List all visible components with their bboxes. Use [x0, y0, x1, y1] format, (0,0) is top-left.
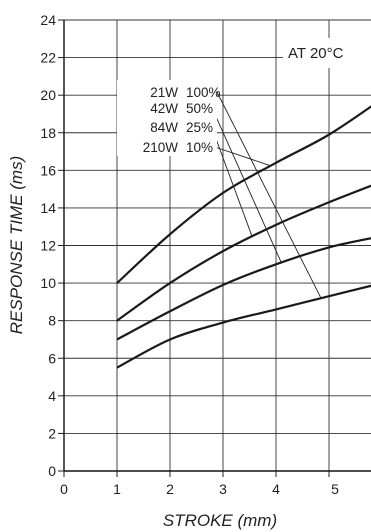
series-line-2	[116, 237, 371, 341]
legend-background	[117, 80, 217, 156]
legend-percent: 25%	[186, 120, 213, 135]
legend-percent: 100%	[186, 85, 221, 100]
y-tick-label: 10	[40, 275, 56, 291]
x-tick-label: 0	[60, 481, 68, 497]
legend-watts: 210W	[143, 140, 179, 155]
legend: 21W 100% 42W 50% 84W 25% 210W 10%	[117, 80, 221, 156]
x-tick-label: 4	[272, 481, 280, 497]
legend-percent: 10%	[186, 140, 213, 155]
legend-percent: 50%	[186, 101, 213, 116]
y-tick-label: 4	[48, 388, 56, 404]
series-line-4	[116, 105, 371, 284]
x-tick-label: 3	[219, 481, 227, 497]
x-tick-label: 5	[331, 481, 339, 497]
y-tick-label: 6	[48, 350, 56, 366]
y-tick-label: 0	[48, 463, 56, 479]
series-line-1	[116, 284, 371, 369]
y-tick-label: 20	[40, 87, 56, 103]
leader-line-3	[211, 127, 253, 237]
leader-line-1	[216, 91, 322, 299]
annotation-box	[283, 38, 371, 68]
y-tick-label: 14	[40, 200, 56, 216]
series-lines	[116, 105, 371, 369]
x-axis-label: STROKE (mm)	[163, 511, 277, 530]
leader-line-4	[214, 146, 271, 167]
y-tick-label: 2	[48, 425, 56, 441]
legend-leader-lines	[211, 91, 322, 299]
y-tick-label: 8	[48, 313, 56, 329]
y-axis-label: RESPONSE TIME (ms)	[7, 156, 26, 335]
y-tick-label: 22	[40, 50, 56, 66]
legend-watts: 21W	[150, 85, 178, 100]
y-tick-label: 16	[40, 162, 56, 178]
annotation-text: AT 20°C	[288, 45, 344, 62]
axes	[58, 19, 371, 477]
leader-line-2	[212, 109, 282, 263]
x-tick-labels: 0 1 2 3 4 5	[60, 481, 339, 497]
y-tick-label: 24	[40, 12, 56, 28]
series-line-3	[116, 184, 371, 322]
y-tick-label: 18	[40, 125, 56, 141]
x-tick-label: 2	[166, 481, 174, 497]
x-tick-label: 1	[113, 481, 121, 497]
y-tick-label: 12	[40, 238, 56, 254]
legend-watts: 84W	[150, 120, 178, 135]
legend-watts: 42W	[150, 101, 178, 116]
